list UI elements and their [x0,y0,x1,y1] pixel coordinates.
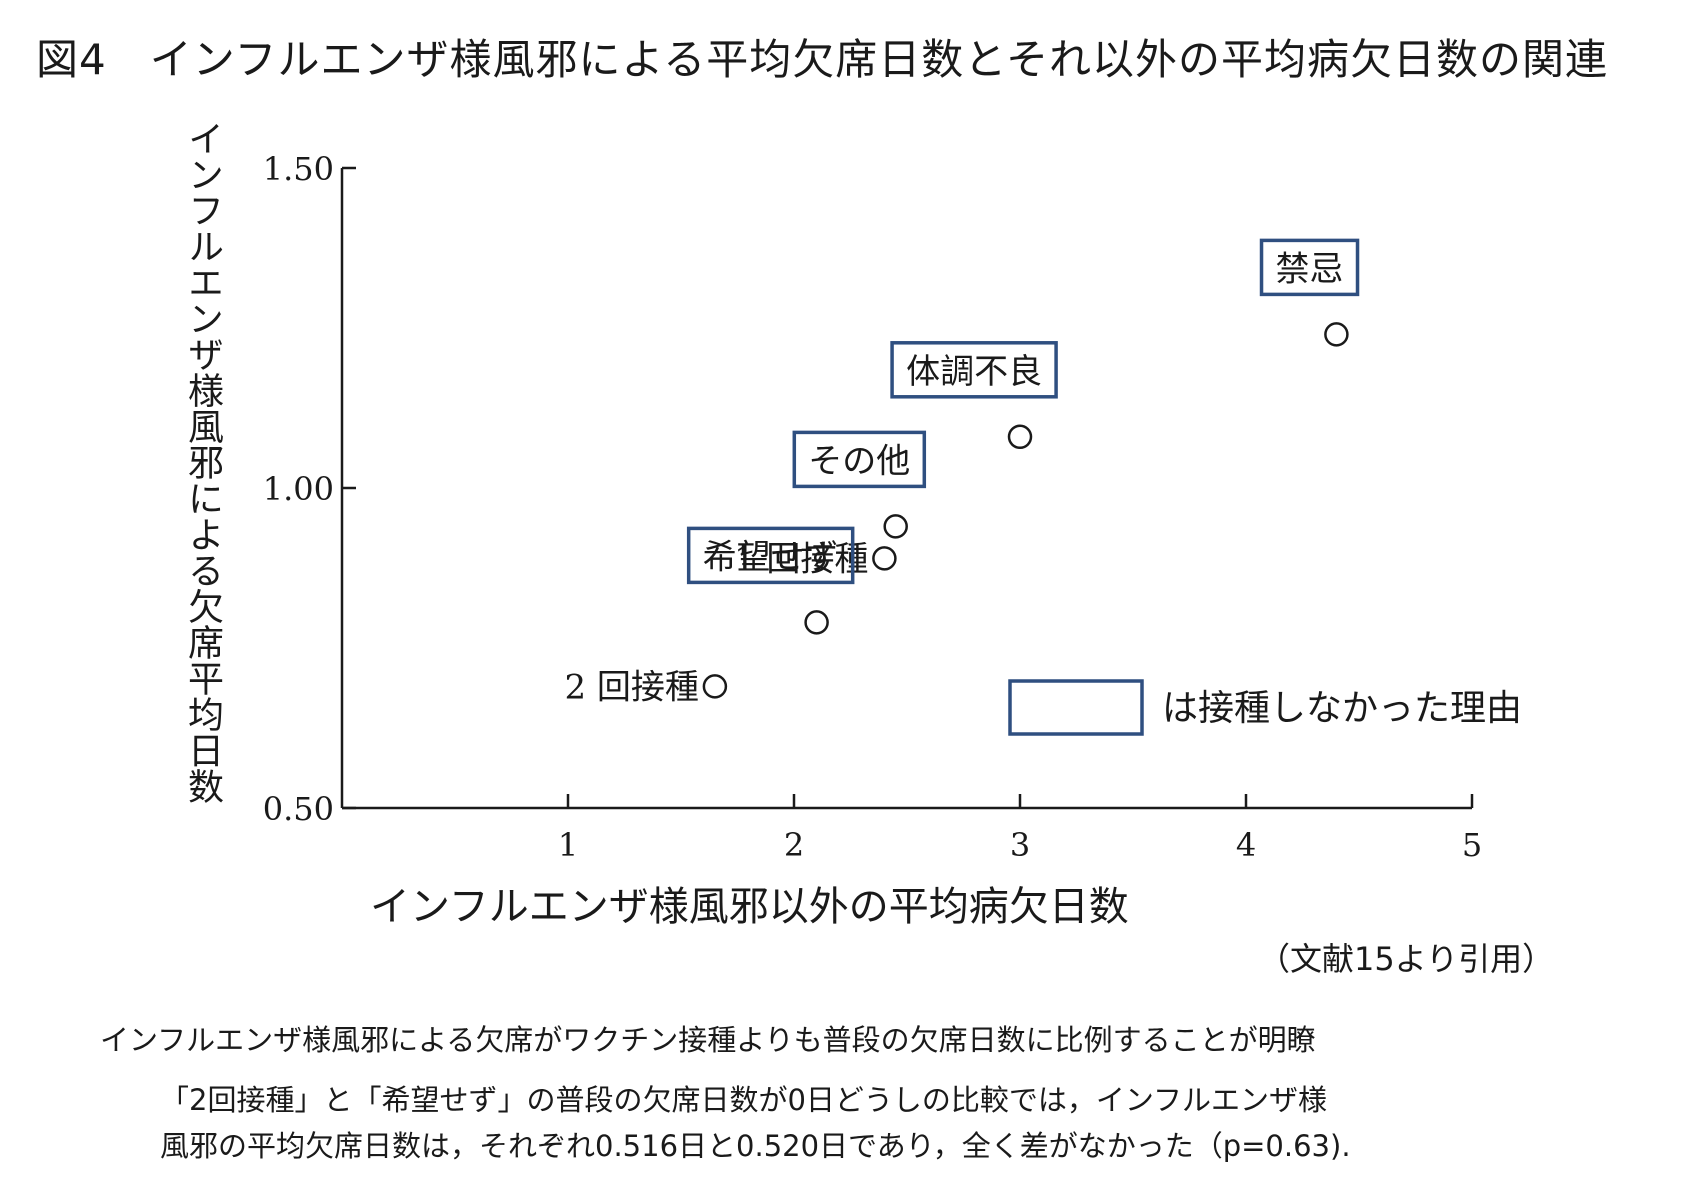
x-tick-label: 5 [1462,826,1482,864]
data-point-label: 希望せず [703,537,839,577]
x-axis-label: インフルエンザ様風邪以外の平均病欠日数 [370,884,1129,930]
data-point-marker [804,610,829,635]
legend: は接種しなかった理由 [1008,679,1522,736]
y-axis-label: インフルエンザ様風邪による欠席平均日数 [182,120,223,804]
y-axis-ticks: 0.50 1.00 1.50 [263,150,356,828]
legend-text: は接種しなかった理由 [1162,688,1522,729]
reason-label-box [890,341,1058,399]
reason-label-box [1259,238,1360,297]
y-tick-label: 1.50 [263,150,334,188]
figure-title: 図4 インフルエンザ様風邪による平均欠席日数とそれ以外の平均病欠日数の関連 [36,35,1608,84]
caption-line-1: インフルエンザ様風邪による欠席がワクチン接種よりも普段の欠席日数に比例することが… [100,1023,1316,1057]
x-tick-label: 1 [558,826,578,864]
x-axis-ticks: 1 2 3 4 5 [558,794,1482,864]
y-tick-label: 1.00 [263,470,334,508]
data-point-label: その他 [808,441,910,481]
caption-line-3: 風邪の平均欠席日数は，それぞれ0.516日と0.520日であり，全く差がなかった… [160,1129,1351,1163]
data-point-label: 2 回接種 [564,667,698,707]
data-point-label: 1 回接種 [734,539,868,579]
data-point-label: 体調不良 [906,352,1042,392]
x-tick-label: 4 [1236,826,1256,864]
data-point-marker [1007,424,1033,450]
data-point-marker [1324,322,1349,347]
data-point-label: 禁忌 [1276,249,1344,289]
y-tick-label: 0.50 [263,790,334,828]
legend-box-swatch [1008,679,1144,736]
x-tick-label: 3 [1010,826,1030,864]
citation-note: （文献15より引用） [1258,940,1555,978]
x-tick-label: 2 [784,826,804,864]
data-point-marker [883,514,908,539]
data-point-marker [702,674,728,699]
reason-label-box [792,430,927,489]
reason-label-box [686,526,855,585]
caption-line-2: 「2回接種」と「希望せず」の普段の欠席日数が0日どうしの比較では，インフルエンザ… [160,1083,1328,1117]
data-point-marker [872,546,897,571]
